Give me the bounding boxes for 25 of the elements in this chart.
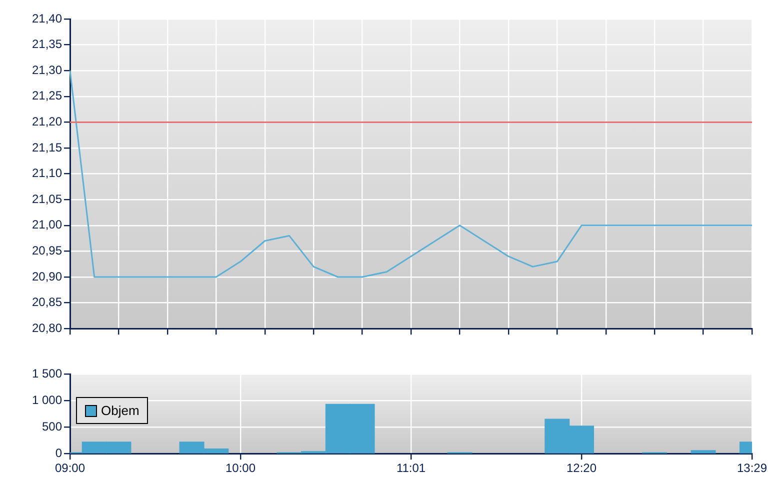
series-label: Objem xyxy=(101,403,140,418)
y-tick-label: 500 xyxy=(42,419,62,434)
x-tick-label: 12:20 xyxy=(566,461,597,476)
y-tick-label: 21,35 xyxy=(32,37,62,52)
y-tick-label: 21,30 xyxy=(32,62,62,77)
y-tick-label: 0 xyxy=(55,446,62,460)
x-tick-label: 11:01 xyxy=(396,461,426,476)
x-tick-label: 09:00 xyxy=(54,461,86,476)
x-tick-label: 13:29 xyxy=(736,461,768,476)
y-tick-label: 21,15 xyxy=(32,140,62,154)
y-tick-label: 21,10 xyxy=(32,166,62,180)
y-tick-label: 21,25 xyxy=(32,88,62,103)
y-tick-label: 20,95 xyxy=(32,244,62,258)
y-tick-label: 1 000 xyxy=(32,392,62,407)
y-tick-label: 20,90 xyxy=(32,269,62,284)
x-tick-label: 10:00 xyxy=(225,461,256,476)
y-tick-label: 21,05 xyxy=(32,192,62,206)
y-tick-label: 1 500 xyxy=(32,366,62,380)
bar xyxy=(690,450,716,454)
y-tick-label: 20,80 xyxy=(32,320,62,335)
y-tick-label: 21,40 xyxy=(32,11,62,26)
legend: Objem xyxy=(76,397,148,424)
y-tick-label: 21,00 xyxy=(32,218,62,232)
y-tick-label: 21,20 xyxy=(32,114,62,129)
y-tick-label: 20,85 xyxy=(32,295,62,310)
